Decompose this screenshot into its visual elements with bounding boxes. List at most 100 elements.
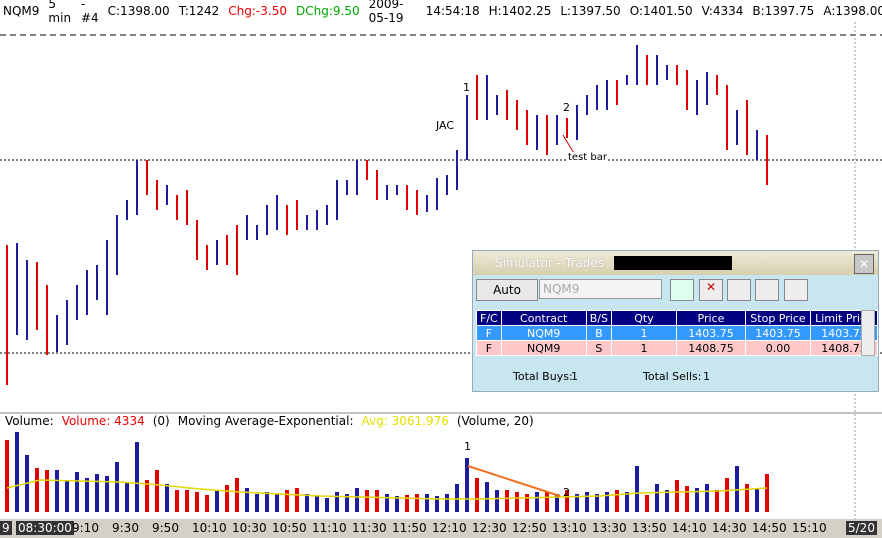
confirm-button[interactable] — [670, 279, 694, 301]
column-header[interactable]: F/C — [476, 310, 502, 326]
total-sells: 1 — [703, 370, 710, 383]
trade-cell: 1408.75 — [809, 340, 878, 356]
trade-row[interactable]: F NQM9 S 1 1408.75 0.00 1408.75 — [476, 340, 878, 356]
trade-cell: 0.00 — [744, 340, 811, 356]
next-day: 5/20 — [846, 521, 877, 535]
time-label: 11:10 — [312, 521, 347, 535]
low: L:1397.50 — [560, 4, 621, 18]
simulator-title: Simulator - Trades — [495, 256, 604, 270]
time-label: 12:10 — [432, 521, 467, 535]
annotation: 2 — [563, 486, 570, 499]
time-label: 10:30 — [232, 521, 267, 535]
trade-cell: NQM9 — [500, 340, 587, 356]
time-label: 10:50 — [272, 521, 307, 535]
start-day: 9 — [0, 521, 12, 535]
volume: V:4334 — [701, 4, 744, 18]
annotation: JAC — [436, 119, 455, 132]
volume-average-line — [6, 479, 768, 500]
time-label: 13:30 — [592, 521, 627, 535]
time-label: 12:50 — [512, 521, 547, 535]
header-bar: NQM9 5 min -#4 C:1398.00 T:1242 Chg:-3.5… — [0, 0, 882, 25]
trade-cell: F — [476, 340, 502, 356]
ask: A:1398.00 — [823, 4, 882, 18]
bid: B:1397.75 — [752, 4, 815, 18]
trade-cell: S — [585, 340, 612, 356]
annotation: 1 — [464, 440, 471, 453]
trade-cell: F — [476, 325, 502, 341]
annotation: 1 — [463, 81, 470, 94]
auto-button[interactable]: Auto — [476, 279, 538, 301]
start-time: 08:30:00 — [16, 521, 74, 535]
time-label: 14:30 — [712, 521, 747, 535]
trades-table: F/C Contract B/S Qty Price Stop Price Limit Pr… — [476, 310, 878, 356]
study-params: (Volume, 20) — [456, 414, 534, 428]
time-label: 14:50 — [752, 521, 787, 535]
trade-cell: 1 — [610, 325, 677, 341]
trade-cell: 1 — [610, 340, 677, 356]
time-label: 11:30 — [352, 521, 387, 535]
simulator-window: Simulator - Trades ✕ Auto NQM9 ✕ F/C Cont… — [472, 250, 879, 392]
cancel-button[interactable]: ✕ — [699, 279, 723, 301]
trade-cell: 1408.75 — [675, 340, 746, 356]
volume-value: Volume: 4334 — [61, 414, 145, 428]
volume-trend-line — [467, 465, 561, 497]
time-label: 13:10 — [552, 521, 587, 535]
volume-legend: Volume: Volume: 4334 (0) Moving Average-… — [5, 414, 534, 428]
trade-cell: 1403.75 — [809, 325, 878, 341]
redacted-area — [613, 256, 732, 270]
table-header-row: F/C Contract B/S Qty Price Stop Price Limit Pr… — [476, 310, 878, 326]
trade-cell: NQM9 — [500, 325, 587, 341]
column-header[interactable]: Price — [675, 310, 746, 326]
high: H:1402.25 — [488, 4, 552, 18]
change: Chg:-3.50 — [228, 4, 287, 18]
price-bars-red — [6, 55, 768, 385]
total-buys-label: Total Buys: — [513, 370, 573, 383]
study-name: Moving Average-Exponential: — [177, 414, 354, 428]
symbol: NQM9 — [3, 4, 40, 18]
trade-row[interactable]: F NQM9 B 1 1403.75 1403.75 1403.75 — [476, 325, 878, 341]
price-bars-blue — [16, 45, 758, 352]
volume-label: Volume: — [5, 414, 54, 428]
time-label: 9:50 — [152, 521, 179, 535]
print-button[interactable] — [755, 279, 779, 301]
save-button[interactable] — [727, 279, 751, 301]
close: C:1398.00 — [107, 4, 170, 18]
trade-cell: B — [585, 325, 612, 341]
annotation: test bar — [568, 152, 607, 163]
time: 14:54:18 — [425, 4, 480, 18]
time-label: 14:10 — [672, 521, 707, 535]
contract-select[interactable]: NQM9 — [539, 279, 662, 299]
total-sells-label: Total Sells: — [643, 370, 702, 383]
open: O:1401.50 — [629, 4, 693, 18]
bar-number: -#4 — [80, 0, 99, 25]
trade-cell: 1403.75 — [744, 325, 811, 341]
time-label: 13:50 — [632, 521, 667, 535]
total-buys: 1 — [571, 370, 578, 383]
time-label: 15:10 — [792, 521, 827, 535]
ticks: T:1242 — [178, 4, 220, 18]
annotation: 2 — [563, 101, 570, 114]
simulator-title-bar: Simulator - Trades — [473, 251, 878, 275]
column-header[interactable]: Contract — [500, 310, 587, 326]
time-label: 12:30 — [472, 521, 507, 535]
annotation-arrow — [562, 134, 576, 156]
scrollbar[interactable] — [861, 310, 875, 356]
time-label: 9:30 — [112, 521, 139, 535]
time-label: 10:10 — [192, 521, 227, 535]
column-header[interactable]: B/S — [585, 310, 612, 326]
interval: 5 min — [48, 0, 72, 25]
date: 2009-05-19 — [368, 0, 404, 25]
column-header[interactable]: Stop Price — [744, 310, 811, 326]
volume-count: (0) — [152, 414, 170, 428]
close-button[interactable]: ✕ — [854, 254, 874, 274]
column-header[interactable]: Qty — [610, 310, 677, 326]
time-label: 11:50 — [392, 521, 427, 535]
volume-bars-blue — [15, 432, 759, 512]
time-axis: 9 08:30:00 5/20 9:10 9:30 9:50 10:10 10:30 10… — [0, 519, 882, 538]
day-change: DChg:9.50 — [295, 4, 360, 18]
average-value: Avg: 3061.976 — [361, 414, 449, 428]
time-label: 9:10 — [72, 521, 99, 535]
grid-button[interactable] — [784, 279, 808, 301]
